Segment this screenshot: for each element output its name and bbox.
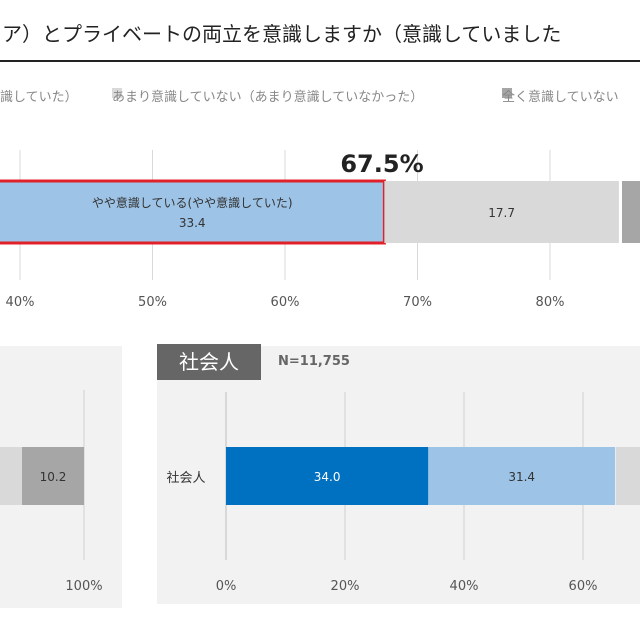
right-x-tick-label: 20% (331, 579, 360, 594)
legend-item-0-label: 識していた） (0, 90, 78, 105)
top-bar-value-label: 33.4 (179, 216, 206, 230)
left-bar-segment-0 (22, 447, 84, 505)
top-x-tick-label: 40% (6, 295, 35, 310)
panel-sample-size: N=11,755 (278, 354, 350, 369)
legend-swatch-1 (112, 88, 122, 98)
right-x-tick-label: 60% (569, 579, 598, 594)
top-x-tick-label: 60% (271, 295, 300, 310)
left-bar-segment-light (0, 447, 22, 505)
top-bar-segment-dark (622, 181, 640, 243)
top-bar-value-label: 17.7 (488, 206, 515, 220)
panel-title-shakaijin: 社会人 (157, 344, 261, 380)
title-underline (0, 60, 640, 62)
legend-swatch-2 (502, 88, 512, 98)
right-bar-value-label: 31.4 (508, 470, 535, 484)
top-x-tick-label: 70% (403, 295, 432, 310)
chart-title: ア）とプライベートの両立を意識しますか（意識していました (2, 22, 562, 46)
right-x-tick-label: 40% (450, 579, 479, 594)
left-bar-value-label: 10.2 (40, 470, 67, 484)
right-bar-segment-1 (428, 447, 616, 505)
top-bar-segment-0 (0, 181, 385, 243)
top-annotation-total: 67.5% (340, 150, 423, 178)
right-bar-segment-0 (226, 447, 429, 505)
legend: 識していた） あまり意識していない（あまり意識していなかった） 全く意識していな… (0, 88, 640, 108)
right-bar-segment-light (616, 447, 640, 505)
legend-item-1-label: あまり意識していない（あまり意識していなかった） (112, 90, 424, 105)
right-x-tick-label: 0% (216, 579, 237, 594)
right-category-label: 社会人 (166, 470, 205, 486)
top-bar-segment-1 (384, 181, 619, 243)
top-bar-segment-label: やや意識している(やや意識していた) (92, 195, 293, 210)
top-x-tick-label: 80% (536, 295, 565, 310)
left-x-tick-label: 100% (65, 579, 102, 594)
right-bar-value-label: 34.0 (314, 470, 341, 484)
top-x-tick-label: 50% (138, 295, 167, 310)
legend-item-2-label: 全く意識していない (502, 90, 619, 105)
